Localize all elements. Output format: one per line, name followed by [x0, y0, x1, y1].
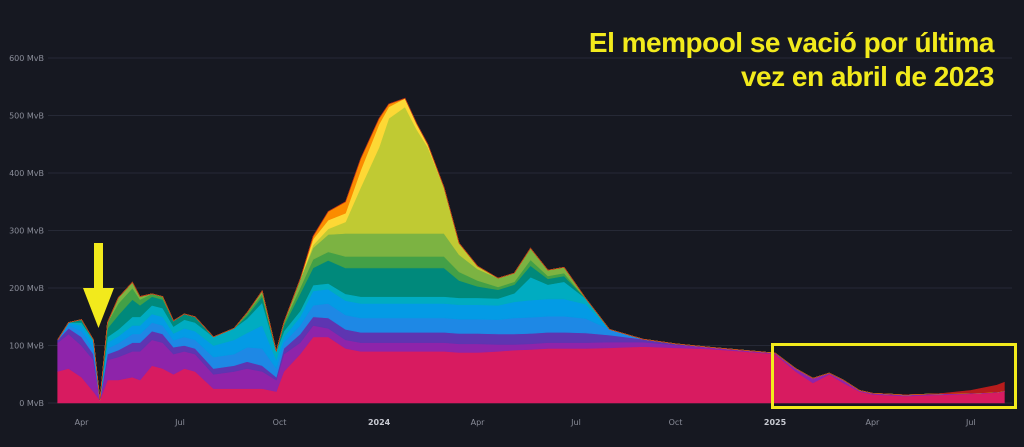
x-tick-label: Apr [75, 418, 90, 427]
y-tick-label: 100 MvB [9, 342, 44, 351]
y-tick-label: 0 MvB [19, 399, 44, 408]
x-tick-label: Oct [669, 418, 683, 427]
x-tick-label: Jul [965, 418, 976, 427]
x-tick-label: Oct [273, 418, 287, 427]
y-tick-label: 200 MvB [9, 284, 44, 293]
x-tick-label: Jul [174, 418, 185, 427]
down-arrow-icon [83, 243, 114, 328]
series-areas [57, 97, 1005, 404]
y-tick-label: 500 MvB [9, 112, 44, 121]
x-tick-label: Apr [471, 418, 486, 427]
y-tick-label: 300 MvB [9, 227, 44, 236]
annotation-text: El mempool se vació por última vez en ab… [588, 26, 995, 94]
x-tick-label: Apr [866, 418, 881, 427]
series-area-13 [57, 97, 1005, 401]
y-tick-label: 400 MvB [9, 169, 44, 178]
x-tick-label: Jul [570, 418, 581, 427]
annotation-line-2: vez en abril de 2023 [740, 61, 995, 92]
x-tick-label: 2024 [368, 418, 391, 427]
highlight-box [771, 343, 1017, 409]
y-tick-label: 600 MvB [9, 54, 44, 63]
annotation-line-1: El mempool se vació por última [588, 27, 995, 58]
y-axis-ticks: 0 MvB 100 MvB 200 MvB 300 MvB 400 MvB 500 MvB… [9, 54, 44, 408]
x-axis-ticks: Apr Jul Oct 2024 Apr Jul Oct 2025 Apr Jul [75, 418, 976, 427]
x-tick-label: 2025 [764, 418, 787, 427]
